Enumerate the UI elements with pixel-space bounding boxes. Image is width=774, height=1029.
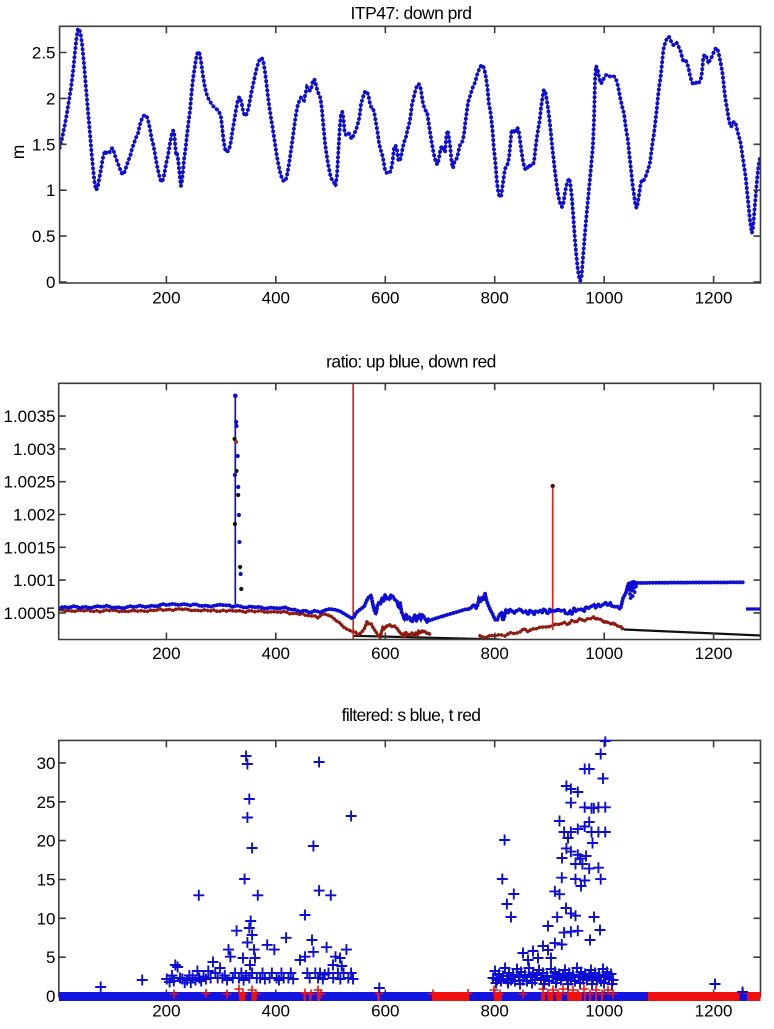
svg-text:600: 600 [371, 644, 399, 663]
svg-text:0: 0 [46, 273, 55, 292]
svg-text:5: 5 [46, 948, 55, 967]
svg-text:1.002: 1.002 [13, 506, 56, 525]
svg-text:1.0015: 1.0015 [4, 538, 56, 557]
svg-text:800: 800 [481, 1002, 509, 1021]
svg-text:1200: 1200 [695, 644, 733, 663]
svg-text:1.5: 1.5 [32, 135, 56, 154]
svg-text:400: 400 [262, 289, 290, 308]
svg-text:20: 20 [37, 832, 56, 851]
svg-text:400: 400 [262, 1002, 290, 1021]
svg-text:2: 2 [46, 89, 55, 108]
svg-text:1000: 1000 [585, 644, 623, 663]
svg-text:filtered: s blue, t red: filtered: s blue, t red [342, 705, 481, 725]
svg-text:1: 1 [46, 181, 55, 200]
svg-text:1.0005: 1.0005 [4, 604, 56, 623]
svg-text:800: 800 [481, 289, 509, 308]
svg-text:800: 800 [481, 644, 509, 663]
svg-text:1.0025: 1.0025 [4, 473, 56, 492]
svg-text:1000: 1000 [585, 1002, 623, 1021]
svg-text:1200: 1200 [695, 1002, 733, 1021]
svg-text:400: 400 [262, 644, 290, 663]
svg-text:600: 600 [371, 1002, 399, 1021]
svg-text:1.001: 1.001 [13, 571, 56, 590]
svg-text:1.003: 1.003 [13, 440, 56, 459]
svg-text:0: 0 [46, 987, 55, 1006]
svg-text:600: 600 [371, 289, 399, 308]
svg-text:15: 15 [37, 871, 56, 890]
svg-text:200: 200 [152, 1002, 180, 1021]
svg-text:0.5: 0.5 [32, 227, 56, 246]
svg-text:ratio: up blue, down red: ratio: up blue, down red [326, 352, 496, 372]
svg-text:m: m [8, 145, 28, 160]
svg-text:200: 200 [152, 644, 180, 663]
svg-text:10: 10 [37, 909, 56, 928]
svg-text:1200: 1200 [695, 289, 733, 308]
svg-text:25: 25 [37, 793, 56, 812]
svg-text:30: 30 [37, 754, 56, 773]
svg-text:1000: 1000 [585, 289, 623, 308]
svg-text:1.0035: 1.0035 [4, 407, 56, 426]
svg-text:2.5: 2.5 [32, 44, 56, 63]
svg-text:ITP47: down prd: ITP47: down prd [351, 3, 472, 23]
svg-text:200: 200 [152, 289, 180, 308]
